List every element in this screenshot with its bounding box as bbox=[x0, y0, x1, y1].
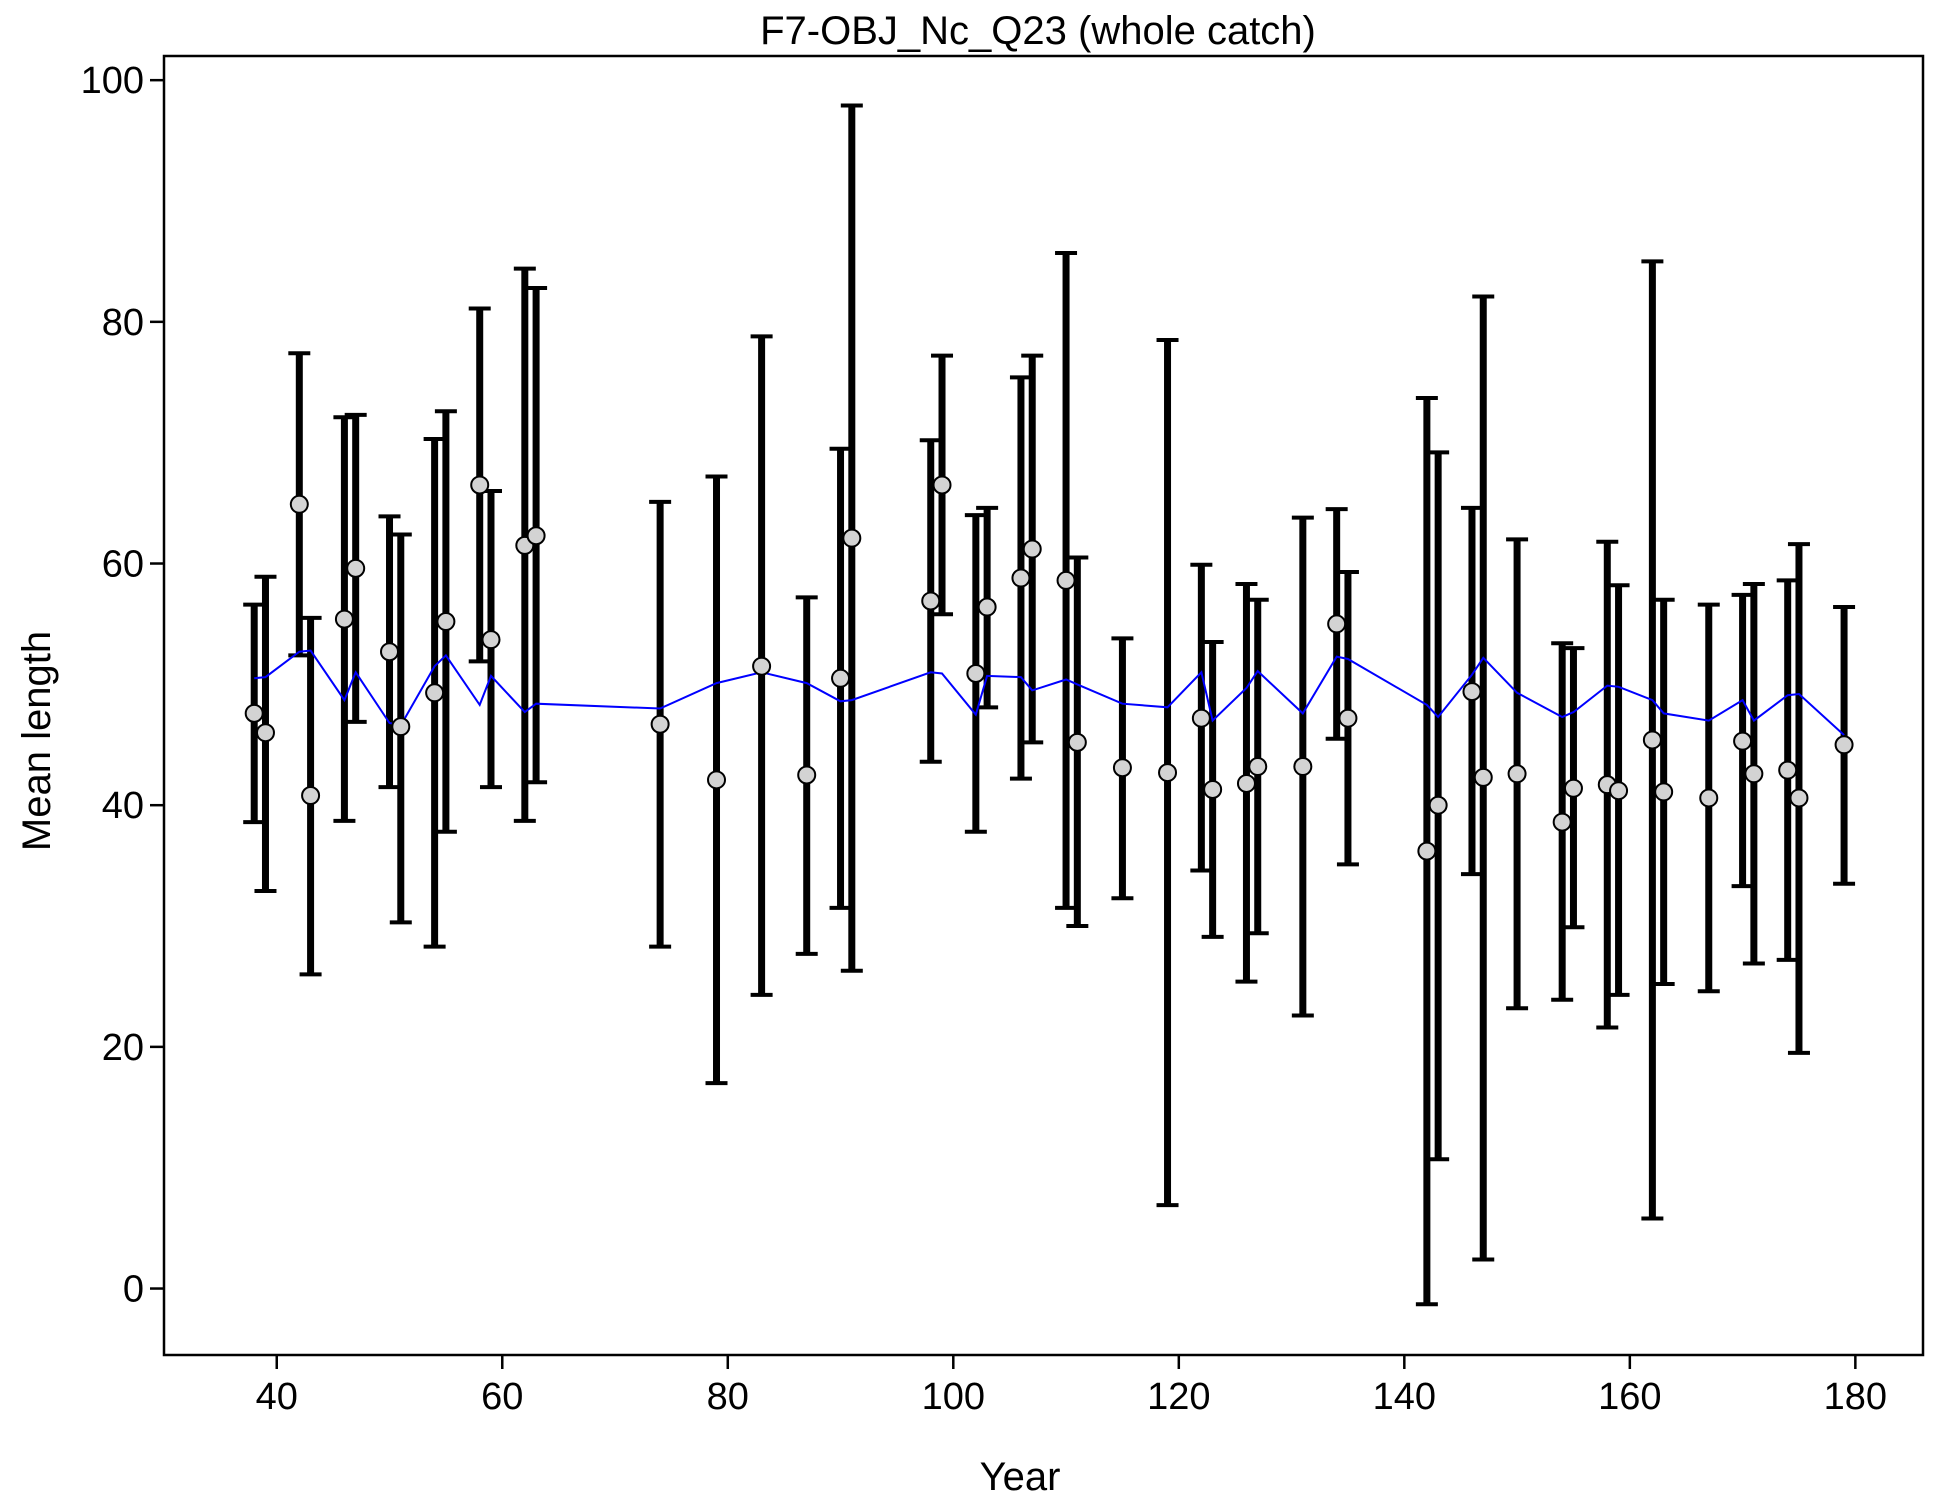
data-point bbox=[1338, 708, 1358, 728]
data-point bbox=[1507, 764, 1527, 784]
y-tick-label: 80 bbox=[102, 302, 144, 344]
x-tick-label: 160 bbox=[1598, 1376, 1661, 1418]
y-tick-label: 0 bbox=[123, 1269, 144, 1311]
data-point bbox=[650, 714, 670, 734]
data-point bbox=[1563, 778, 1583, 798]
x-axis: 40 60 80 100 120 140 160 180 bbox=[256, 1355, 1887, 1418]
data-point bbox=[966, 663, 986, 683]
x-tick-label: 100 bbox=[922, 1376, 985, 1418]
data-point bbox=[1158, 763, 1178, 783]
data-point bbox=[346, 558, 366, 578]
data-point bbox=[921, 591, 941, 611]
data-point bbox=[1699, 788, 1719, 808]
data-point bbox=[1067, 732, 1087, 752]
data-point bbox=[481, 630, 501, 650]
data-point bbox=[1293, 757, 1313, 777]
data-point bbox=[255, 723, 275, 743]
x-tick-label: 40 bbox=[256, 1376, 298, 1418]
data-point bbox=[1778, 760, 1798, 780]
data-point bbox=[1327, 614, 1347, 634]
data-point bbox=[1248, 757, 1268, 777]
data-point bbox=[752, 656, 772, 676]
data-point bbox=[526, 526, 546, 546]
y-axis-title: Mean length bbox=[15, 631, 59, 851]
data-point bbox=[1011, 568, 1031, 588]
data-point bbox=[977, 597, 997, 617]
error-bars bbox=[243, 103, 1856, 1307]
data-point bbox=[1056, 570, 1076, 590]
x-tick-label: 140 bbox=[1373, 1376, 1436, 1418]
data-point bbox=[1191, 708, 1211, 728]
data-point bbox=[831, 668, 851, 688]
data-point bbox=[301, 786, 321, 806]
data-point bbox=[1654, 782, 1674, 802]
data-point bbox=[1733, 731, 1753, 751]
data-point bbox=[436, 612, 456, 632]
y-tick-label: 60 bbox=[102, 544, 144, 586]
data-point bbox=[289, 494, 309, 514]
x-tick-label: 60 bbox=[481, 1376, 523, 1418]
data-point bbox=[425, 683, 445, 703]
data-point bbox=[1417, 841, 1437, 861]
expected-line bbox=[254, 649, 1845, 736]
plot-frame bbox=[162, 54, 1925, 1357]
data-point bbox=[707, 770, 727, 790]
data-point bbox=[932, 475, 952, 495]
data-point bbox=[1112, 758, 1132, 778]
data-point bbox=[1834, 735, 1854, 755]
data-point bbox=[1428, 795, 1448, 815]
y-axis: 0 20 40 60 80 100 bbox=[81, 60, 164, 1311]
data-point bbox=[1552, 812, 1572, 832]
data-point bbox=[1642, 730, 1662, 750]
data-point bbox=[1609, 781, 1629, 801]
x-tick-label: 80 bbox=[707, 1376, 749, 1418]
data-point bbox=[1462, 682, 1482, 702]
chart-title: F7-OBJ_Nc_Q23 (whole catch) bbox=[760, 9, 1316, 53]
x-tick-label: 180 bbox=[1824, 1376, 1887, 1418]
data-point bbox=[842, 528, 862, 548]
data-point bbox=[391, 717, 411, 737]
data-point bbox=[380, 642, 400, 662]
data-point bbox=[470, 475, 490, 495]
data-point bbox=[1203, 779, 1223, 799]
data-point bbox=[334, 609, 354, 629]
y-tick-label: 40 bbox=[102, 785, 144, 827]
data-point bbox=[1236, 773, 1256, 793]
data-point bbox=[1473, 767, 1493, 787]
data-point bbox=[1744, 764, 1764, 784]
data-point bbox=[244, 703, 264, 723]
data-point bbox=[1022, 539, 1042, 559]
x-axis-title: Year bbox=[980, 1455, 1061, 1499]
observed-points bbox=[244, 475, 1854, 861]
y-tick-label: 20 bbox=[102, 1027, 144, 1069]
data-point bbox=[1789, 788, 1809, 808]
x-tick-label: 120 bbox=[1147, 1376, 1210, 1418]
y-tick-label: 100 bbox=[81, 60, 144, 102]
data-point bbox=[797, 765, 817, 785]
